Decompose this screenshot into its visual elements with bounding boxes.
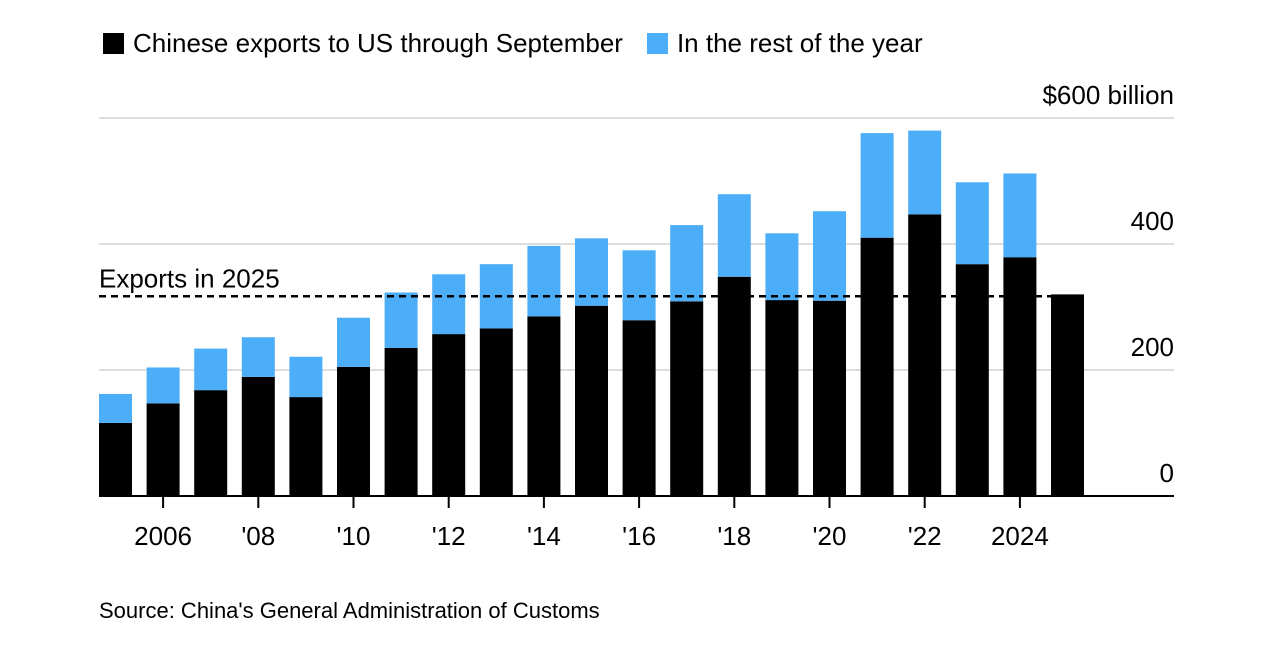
bar-through-september-2019 <box>765 300 799 496</box>
bar-through-september-2020 <box>813 300 846 496</box>
bar-through-september-2024 <box>1003 257 1037 496</box>
x-tick-label-2024: 2024 <box>991 521 1049 551</box>
y-tick-label-400: 400 <box>1131 206 1174 236</box>
x-tick-label-2022: '22 <box>908 521 942 551</box>
x-tick-label-2014: '14 <box>527 521 561 551</box>
y-tick-label-200: 200 <box>1131 332 1174 362</box>
bar-through-september-2017 <box>670 301 704 496</box>
legend-swatch-blue <box>646 33 668 54</box>
bar-through-september-2011 <box>384 347 418 496</box>
bar-through-september-2010 <box>337 366 370 496</box>
bar-through-september-2018 <box>717 276 751 496</box>
bar-through-september-2022 <box>908 214 942 496</box>
bar-through-september-2008 <box>241 376 275 496</box>
bar-rest-of-year-2008 <box>241 337 275 377</box>
bar-rest-of-year-2011 <box>384 292 418 348</box>
bar-rest-of-year-2006 <box>146 367 180 404</box>
bar-rest-of-year-2005 <box>99 393 132 423</box>
legend-label-rest-of-year: In the rest of the year <box>676 28 923 58</box>
bar-through-september-2021 <box>860 237 894 496</box>
bar-rest-of-year-2024 <box>1003 173 1037 258</box>
x-tick-label-2016: '16 <box>622 521 656 551</box>
bar-rest-of-year-2021 <box>860 133 894 238</box>
bar-through-september-2016 <box>622 320 656 496</box>
x-tick-label-2006: 2006 <box>134 521 192 551</box>
legend-label-through-september: Chinese exports to US through September <box>133 28 623 58</box>
bar-through-september-2015 <box>575 305 608 496</box>
x-tick-label-2008: '08 <box>241 521 275 551</box>
bar-rest-of-year-2017 <box>670 225 704 302</box>
bar-rest-of-year-2020 <box>813 211 846 301</box>
bar-rest-of-year-2019 <box>765 233 799 301</box>
bar-through-september-2005 <box>99 422 132 496</box>
y-tick-label-600: $600 billion <box>1042 80 1174 110</box>
bar-through-september-2014 <box>527 316 561 496</box>
y-tick-label-0: 0 <box>1160 458 1174 488</box>
x-tick-label-2012: '12 <box>432 521 466 551</box>
bar-through-september-2006 <box>146 403 180 496</box>
bar-through-september-2023 <box>955 264 989 496</box>
source-note: Source: China's General Administration o… <box>99 598 600 623</box>
stacked-bar-chart: 0 200 400 $600 billion 2006 '08 '10 '12 '14 '16 '1… <box>99 80 1174 551</box>
legend: Chinese exports to US through September … <box>103 28 923 59</box>
bar-through-september-2012 <box>432 334 466 496</box>
bar-rest-of-year-2010 <box>337 317 370 367</box>
bar-through-september-2009 <box>289 397 323 496</box>
bar-rest-of-year-2023 <box>955 182 989 265</box>
bar-rest-of-year-2007 <box>194 348 228 391</box>
bar-rest-of-year-2016 <box>622 250 656 321</box>
bar-rest-of-year-2022 <box>908 130 942 215</box>
legend-item-through-september: Chinese exports to US through September <box>103 28 623 59</box>
bar-through-september-2007 <box>194 390 228 496</box>
bar-rest-of-year-2009 <box>289 356 323 398</box>
bar-through-september-2013 <box>479 328 513 496</box>
bar-rest-of-year-2015 <box>575 238 608 306</box>
bar-rest-of-year-2018 <box>717 194 751 277</box>
bar-rest-of-year-2014 <box>527 245 561 317</box>
bar-through-september-2025 <box>1051 294 1084 496</box>
bar-rest-of-year-2012 <box>432 274 466 335</box>
x-tick-label-2010: '10 <box>337 521 371 551</box>
x-tick-label-2020: '20 <box>813 521 847 551</box>
reference-line-label: Exports in 2025 <box>99 263 280 293</box>
legend-item-rest-of-year: In the rest of the year <box>646 28 923 59</box>
legend-swatch-black <box>103 33 124 54</box>
x-tick-label-2018: '18 <box>717 521 751 551</box>
